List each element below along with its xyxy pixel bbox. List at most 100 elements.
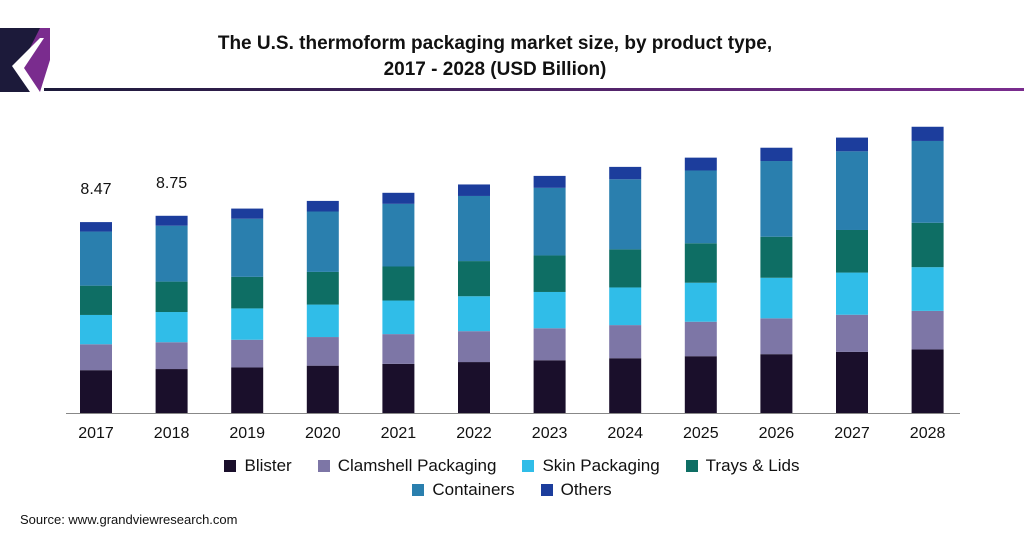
bar-segment-trays-lids-2026 [760, 236, 793, 278]
legend-item: Containers [412, 480, 515, 500]
bar-segment-others-2017 [80, 222, 112, 232]
bar-segment-clamshell-packaging-2020 [306, 337, 339, 366]
bar-segment-trays-lids-2017 [80, 285, 112, 315]
bar-segment-clamshell-packaging-2022 [458, 331, 490, 363]
bar-segment-blister-2028 [911, 349, 944, 413]
x-tick-label: 2026 [759, 425, 795, 442]
bar-segment-clamshell-packaging-2026 [760, 318, 793, 355]
bar-segment-clamshell-packaging-2024 [609, 325, 642, 359]
legend-label: Clamshell Packaging [337, 456, 497, 475]
legend-label: Blister [244, 456, 292, 475]
bar-segment-clamshell-packaging-2027 [836, 314, 868, 352]
legend-row: Containers Others [0, 478, 1024, 502]
bar-segment-others-2023 [533, 175, 566, 188]
bar-segment-others-2024 [609, 166, 642, 180]
legend-swatch [522, 460, 535, 472]
bar-segment-containers-2022 [458, 195, 490, 262]
bar-segment-trays-lids-2018 [155, 281, 188, 313]
bar-segment-skin-packaging-2024 [609, 287, 642, 326]
legend-row: Blister Clamshell Packaging Skin Packaging… [0, 454, 1024, 478]
bar-segment-skin-packaging-2027 [836, 272, 868, 315]
bar-segment-trays-lids-2021 [382, 266, 415, 301]
bar-segment-others-2018 [155, 215, 188, 226]
bar-segment-trays-lids-2027 [836, 229, 868, 273]
data-label: 8.75 [156, 175, 187, 192]
bar-segment-blister-2019 [231, 367, 264, 413]
bar-segment-trays-lids-2025 [684, 243, 717, 283]
chart-title-line1: The U.S. thermoform packaging market siz… [217, 33, 773, 54]
legend-swatch [540, 484, 553, 496]
bar-segment-others-2027 [836, 137, 868, 152]
data-label: 8.47 [80, 181, 111, 198]
bar-segment-others-2026 [760, 147, 793, 162]
bar-segment-containers-2018 [155, 225, 188, 282]
bar-segment-clamshell-packaging-2028 [911, 310, 944, 350]
bar-segment-blister-2027 [836, 351, 868, 413]
bar-segment-containers-2025 [684, 170, 717, 244]
logo-white-notch [12, 38, 44, 92]
bar-segment-skin-packaging-2026 [760, 277, 793, 319]
x-tick-label: 2027 [834, 425, 870, 442]
x-tick-label: 2021 [381, 425, 417, 442]
bar-segment-others-2019 [231, 208, 264, 219]
bar-segment-trays-lids-2024 [609, 249, 642, 288]
x-tick-label: 2023 [532, 425, 568, 442]
title-underline [44, 88, 1024, 91]
bar-segment-skin-packaging-2022 [458, 296, 490, 332]
bar-segment-trays-lids-2023 [533, 255, 566, 292]
bar-segment-clamshell-packaging-2019 [231, 339, 264, 368]
bar-segment-trays-lids-2022 [458, 261, 490, 297]
bar-segment-others-2025 [684, 157, 717, 171]
bar-segment-containers-2026 [760, 161, 793, 237]
legend-label: Skin Packaging [542, 456, 660, 475]
chart-title: The U.S. thermoform packaging market siz… [80, 31, 910, 83]
bar-segment-skin-packaging-2017 [80, 314, 112, 345]
legend-item: Clamshell Packaging [317, 456, 497, 476]
x-tick-label: 2018 [154, 425, 190, 442]
legend-item: Trays & Lids [685, 456, 800, 476]
bar-segment-skin-packaging-2019 [231, 308, 264, 340]
x-tick-label: 2022 [456, 425, 492, 442]
bar-segment-clamshell-packaging-2021 [382, 334, 415, 364]
bar-segment-trays-lids-2019 [231, 276, 264, 309]
x-tick-label: 2028 [910, 425, 946, 442]
bar-segment-containers-2028 [911, 140, 944, 223]
legend-item: Others [540, 480, 612, 500]
bar-segment-skin-packaging-2025 [684, 282, 717, 322]
legend-label: Others [560, 480, 612, 499]
bar-segment-blister-2017 [80, 370, 112, 413]
bar-segment-clamshell-packaging-2017 [80, 344, 112, 371]
bar-segment-trays-lids-2020 [306, 271, 339, 305]
bar-segment-containers-2024 [609, 179, 642, 250]
bar-segment-containers-2021 [382, 203, 415, 267]
legend-swatch [317, 460, 330, 472]
brand-logo [0, 28, 50, 92]
bar-segment-blister-2024 [609, 358, 642, 413]
bar-segment-clamshell-packaging-2023 [533, 328, 566, 361]
bar-segment-blister-2020 [306, 365, 339, 413]
bar-segment-blister-2026 [760, 354, 793, 413]
bar-segment-skin-packaging-2028 [911, 267, 944, 311]
legend-item: Skin Packaging [522, 456, 660, 476]
bar-segment-containers-2017 [80, 231, 112, 286]
x-tick-label: 2025 [683, 425, 719, 442]
bar-segment-skin-packaging-2023 [533, 291, 566, 329]
bar-segment-blister-2023 [533, 360, 566, 413]
bar-segment-others-2022 [458, 184, 490, 196]
x-tick-label: 2019 [229, 425, 265, 442]
bar-segment-others-2020 [306, 200, 339, 212]
source-note: Source: www.grandviewresearch.com [20, 512, 238, 527]
x-tick-label: 2024 [607, 425, 643, 442]
bar-segment-skin-packaging-2020 [306, 304, 339, 338]
bar-segment-containers-2019 [231, 218, 264, 277]
bar-segment-others-2021 [382, 192, 415, 204]
bar-segment-blister-2018 [155, 369, 188, 413]
chart-legend: Blister Clamshell Packaging Skin Packaging… [0, 454, 1024, 502]
bar-segment-blister-2021 [382, 363, 415, 413]
bar-segment-skin-packaging-2021 [382, 300, 415, 335]
stacked-bar-chart: 2017 2018 2019 2020 2021 2022 2023 2024 2025 2026… [66, 126, 960, 442]
legend-label: Containers [432, 480, 515, 499]
bar-segment-skin-packaging-2018 [155, 312, 188, 343]
bar-segment-clamshell-packaging-2025 [684, 321, 717, 357]
legend-label: Trays & Lids [705, 456, 800, 475]
